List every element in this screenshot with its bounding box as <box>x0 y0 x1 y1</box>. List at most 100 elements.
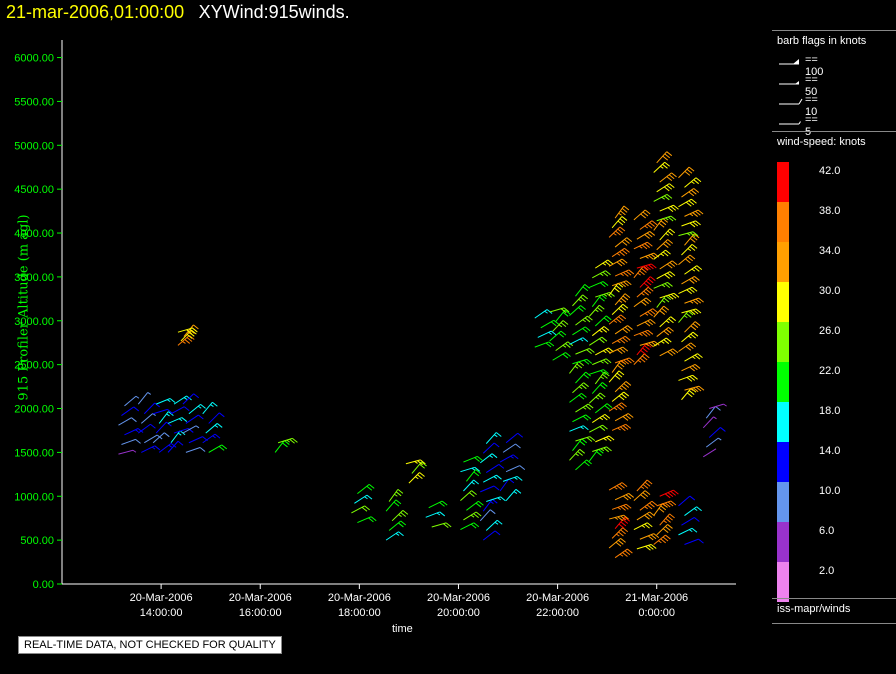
wind-barb <box>588 392 606 404</box>
barb-tick <box>667 239 673 244</box>
barb-tick <box>642 266 648 271</box>
barb-tick <box>616 372 623 378</box>
barb-tick <box>193 393 199 399</box>
barb-tick <box>671 172 677 178</box>
y-axis-label: 915 Profiler Altitude (m agl) <box>16 214 32 401</box>
barb-tick <box>691 243 698 249</box>
barb-staff <box>608 538 621 549</box>
wind-barb <box>653 281 673 289</box>
barb-half-tick <box>490 501 494 505</box>
barb-staff <box>153 408 168 415</box>
barb-tick <box>663 186 670 192</box>
barb-tick <box>163 432 170 438</box>
barb-tick <box>585 405 591 411</box>
barb-half-tick <box>394 493 398 497</box>
barb-half-tick <box>665 232 670 236</box>
wind-barb <box>572 382 589 394</box>
barb-half-tick <box>613 407 618 411</box>
barb-tick <box>644 209 651 215</box>
barb-staff <box>656 151 668 164</box>
barb-staff <box>357 516 372 524</box>
barb-half-tick <box>693 508 698 511</box>
barb-staff <box>505 488 517 501</box>
barb-tick <box>666 151 673 157</box>
barb-tick <box>599 392 606 398</box>
barb-tick <box>673 204 679 210</box>
barb-tick <box>667 492 674 497</box>
barb-staff <box>614 293 626 306</box>
barb-tick <box>620 305 627 311</box>
wind-barb <box>479 509 496 522</box>
barb-tick <box>688 344 694 349</box>
barb-staff <box>482 530 496 541</box>
y-tick-label: 1500.00 <box>14 447 54 459</box>
barb-tick <box>500 496 506 502</box>
barb-tick <box>688 200 695 206</box>
x-tick-label: 14:00:00 <box>140 607 183 619</box>
barb-tick <box>670 206 677 211</box>
wind-barb <box>678 286 698 295</box>
barb-tick <box>620 210 626 216</box>
barb-tick <box>186 329 192 335</box>
wind-barb <box>143 402 161 415</box>
barb-tick <box>137 428 144 433</box>
wind-barb <box>480 485 500 493</box>
wind-barb <box>684 265 703 275</box>
wind-barb <box>549 307 570 314</box>
barb-staff <box>611 216 623 229</box>
barb-half-tick <box>398 514 402 517</box>
barb-staff <box>118 449 134 455</box>
wind-barb <box>505 432 524 444</box>
barb-staff <box>589 281 604 288</box>
barb-tick <box>689 495 696 501</box>
barb-tick <box>616 485 623 491</box>
barb-tick <box>641 332 648 337</box>
barb-tick <box>691 277 698 283</box>
barb-staff <box>463 455 478 463</box>
barb-staff <box>639 220 653 230</box>
barb-tick <box>565 352 571 357</box>
wind-barb <box>572 358 593 365</box>
barb-tick <box>649 222 655 227</box>
barb-tick <box>649 309 656 315</box>
barb-staff <box>569 361 580 374</box>
barb-tick <box>489 509 496 515</box>
barb-tick <box>692 323 699 329</box>
barb-tick <box>586 437 593 442</box>
wind-barb <box>653 305 670 318</box>
barb-tick <box>614 375 621 380</box>
barb-tick <box>685 258 691 264</box>
barb-half-tick <box>197 405 202 409</box>
wind-barb <box>653 218 669 231</box>
barb-staff <box>608 482 623 491</box>
colorbar-swatch <box>777 242 789 282</box>
barb-tick <box>670 293 677 299</box>
barb-tick <box>687 256 693 262</box>
wind-barb <box>633 241 653 250</box>
colorbar-label: 14.0 <box>819 445 841 457</box>
barb-staff <box>351 505 365 514</box>
colorbar-label: 42.0 <box>819 165 841 177</box>
wind-barb <box>155 421 172 434</box>
barb-half-tick <box>660 165 664 169</box>
barb-tick <box>670 500 677 506</box>
barb-tick <box>671 260 678 266</box>
legend-rule <box>772 30 896 31</box>
data-source-label: iss-mapr/winds <box>777 603 851 615</box>
wind-barb <box>486 496 506 502</box>
barb-tick <box>577 451 583 456</box>
barb-tick <box>698 297 704 303</box>
barb-staff <box>357 483 370 495</box>
barb-tick <box>642 347 648 353</box>
barb-tick <box>647 320 653 326</box>
barb-tick <box>626 358 632 364</box>
barb-tick <box>471 490 477 495</box>
wind-barb <box>385 531 404 541</box>
barb-tick <box>622 495 629 501</box>
wind-barb <box>405 459 426 466</box>
barb-tick <box>652 308 659 314</box>
barb-staff <box>569 305 581 316</box>
barb-tick <box>186 334 193 339</box>
barb-tick <box>177 440 184 446</box>
barb-staff <box>653 534 666 545</box>
